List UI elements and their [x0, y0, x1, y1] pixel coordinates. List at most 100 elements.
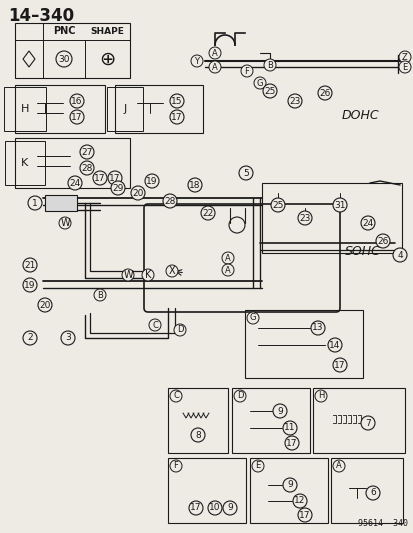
- Text: 17: 17: [171, 112, 182, 122]
- Text: 27: 27: [81, 148, 93, 157]
- Circle shape: [209, 47, 221, 59]
- Text: 24: 24: [69, 179, 81, 188]
- Text: SHAPE: SHAPE: [90, 27, 123, 36]
- Text: 17: 17: [285, 439, 297, 448]
- Circle shape: [80, 145, 94, 159]
- Text: E: E: [255, 462, 260, 471]
- Text: 22: 22: [202, 208, 213, 217]
- Circle shape: [360, 416, 374, 430]
- Text: A: A: [225, 265, 230, 274]
- Circle shape: [80, 161, 94, 175]
- Text: 17: 17: [71, 112, 83, 122]
- Text: 17: 17: [299, 511, 310, 520]
- Text: 10: 10: [209, 504, 220, 513]
- Circle shape: [392, 248, 406, 262]
- Circle shape: [108, 171, 122, 185]
- Text: PNC: PNC: [52, 26, 75, 36]
- Text: 18: 18: [189, 181, 200, 190]
- Text: 29: 29: [112, 183, 123, 192]
- Circle shape: [170, 110, 183, 124]
- Circle shape: [282, 421, 296, 435]
- Circle shape: [310, 321, 324, 335]
- Circle shape: [272, 404, 286, 418]
- Text: 14–340: 14–340: [8, 7, 74, 25]
- Circle shape: [122, 269, 134, 281]
- Text: 17: 17: [94, 174, 105, 182]
- Circle shape: [314, 390, 326, 402]
- Text: 30: 30: [58, 54, 69, 63]
- Circle shape: [223, 501, 236, 515]
- Circle shape: [94, 289, 106, 301]
- Circle shape: [23, 258, 37, 272]
- Text: A: A: [211, 49, 217, 58]
- Text: 13: 13: [311, 324, 323, 333]
- Text: 12: 12: [294, 497, 305, 505]
- Circle shape: [190, 428, 204, 442]
- Text: A: A: [211, 62, 217, 71]
- Text: 5: 5: [242, 168, 248, 177]
- Text: F: F: [173, 462, 178, 471]
- Text: 26: 26: [376, 237, 388, 246]
- Text: H: H: [317, 392, 323, 400]
- Circle shape: [188, 178, 202, 192]
- Text: 6: 6: [369, 489, 375, 497]
- Text: W: W: [123, 270, 133, 280]
- Circle shape: [375, 234, 389, 248]
- Text: K: K: [145, 270, 151, 280]
- Text: ⊕: ⊕: [99, 50, 115, 69]
- Circle shape: [332, 460, 344, 472]
- Circle shape: [70, 110, 84, 124]
- FancyBboxPatch shape: [45, 195, 77, 211]
- Circle shape: [398, 61, 410, 73]
- Text: 1: 1: [32, 198, 38, 207]
- Circle shape: [284, 436, 298, 450]
- Circle shape: [263, 59, 275, 71]
- Circle shape: [209, 61, 221, 73]
- Text: 21: 21: [24, 261, 36, 270]
- Circle shape: [38, 298, 52, 312]
- Text: 9: 9: [287, 481, 292, 489]
- Text: E: E: [401, 62, 407, 71]
- Text: 3: 3: [65, 334, 71, 343]
- Text: B: B: [97, 290, 103, 300]
- Text: 8: 8: [195, 431, 200, 440]
- Circle shape: [332, 358, 346, 372]
- Text: 16: 16: [71, 96, 83, 106]
- Circle shape: [297, 508, 311, 522]
- Text: C: C: [173, 392, 178, 400]
- Circle shape: [68, 176, 82, 190]
- Circle shape: [240, 65, 252, 77]
- Circle shape: [271, 198, 284, 212]
- Text: 15: 15: [171, 96, 182, 106]
- Circle shape: [23, 278, 37, 292]
- Circle shape: [111, 181, 125, 195]
- Text: J: J: [123, 104, 126, 114]
- Text: A: A: [225, 254, 230, 262]
- Circle shape: [254, 77, 266, 89]
- Text: K: K: [21, 158, 28, 168]
- Circle shape: [247, 312, 259, 324]
- Text: 25: 25: [263, 86, 275, 95]
- Circle shape: [61, 331, 75, 345]
- Circle shape: [327, 338, 341, 352]
- Circle shape: [189, 501, 202, 515]
- Circle shape: [292, 494, 306, 508]
- Circle shape: [360, 216, 374, 230]
- Circle shape: [252, 460, 263, 472]
- Text: 28: 28: [164, 197, 175, 206]
- Text: 17: 17: [333, 360, 345, 369]
- Circle shape: [131, 186, 145, 200]
- Text: Y: Y: [194, 56, 199, 66]
- Circle shape: [365, 486, 379, 500]
- Text: 4: 4: [396, 251, 402, 260]
- Text: 20: 20: [132, 189, 143, 198]
- Circle shape: [332, 198, 346, 212]
- Text: 14: 14: [328, 341, 340, 350]
- Circle shape: [145, 174, 159, 188]
- Circle shape: [190, 55, 202, 67]
- Circle shape: [317, 86, 331, 100]
- Text: 19: 19: [24, 280, 36, 289]
- Text: B: B: [266, 61, 272, 69]
- Text: 28: 28: [81, 164, 93, 173]
- Text: 17: 17: [109, 174, 121, 182]
